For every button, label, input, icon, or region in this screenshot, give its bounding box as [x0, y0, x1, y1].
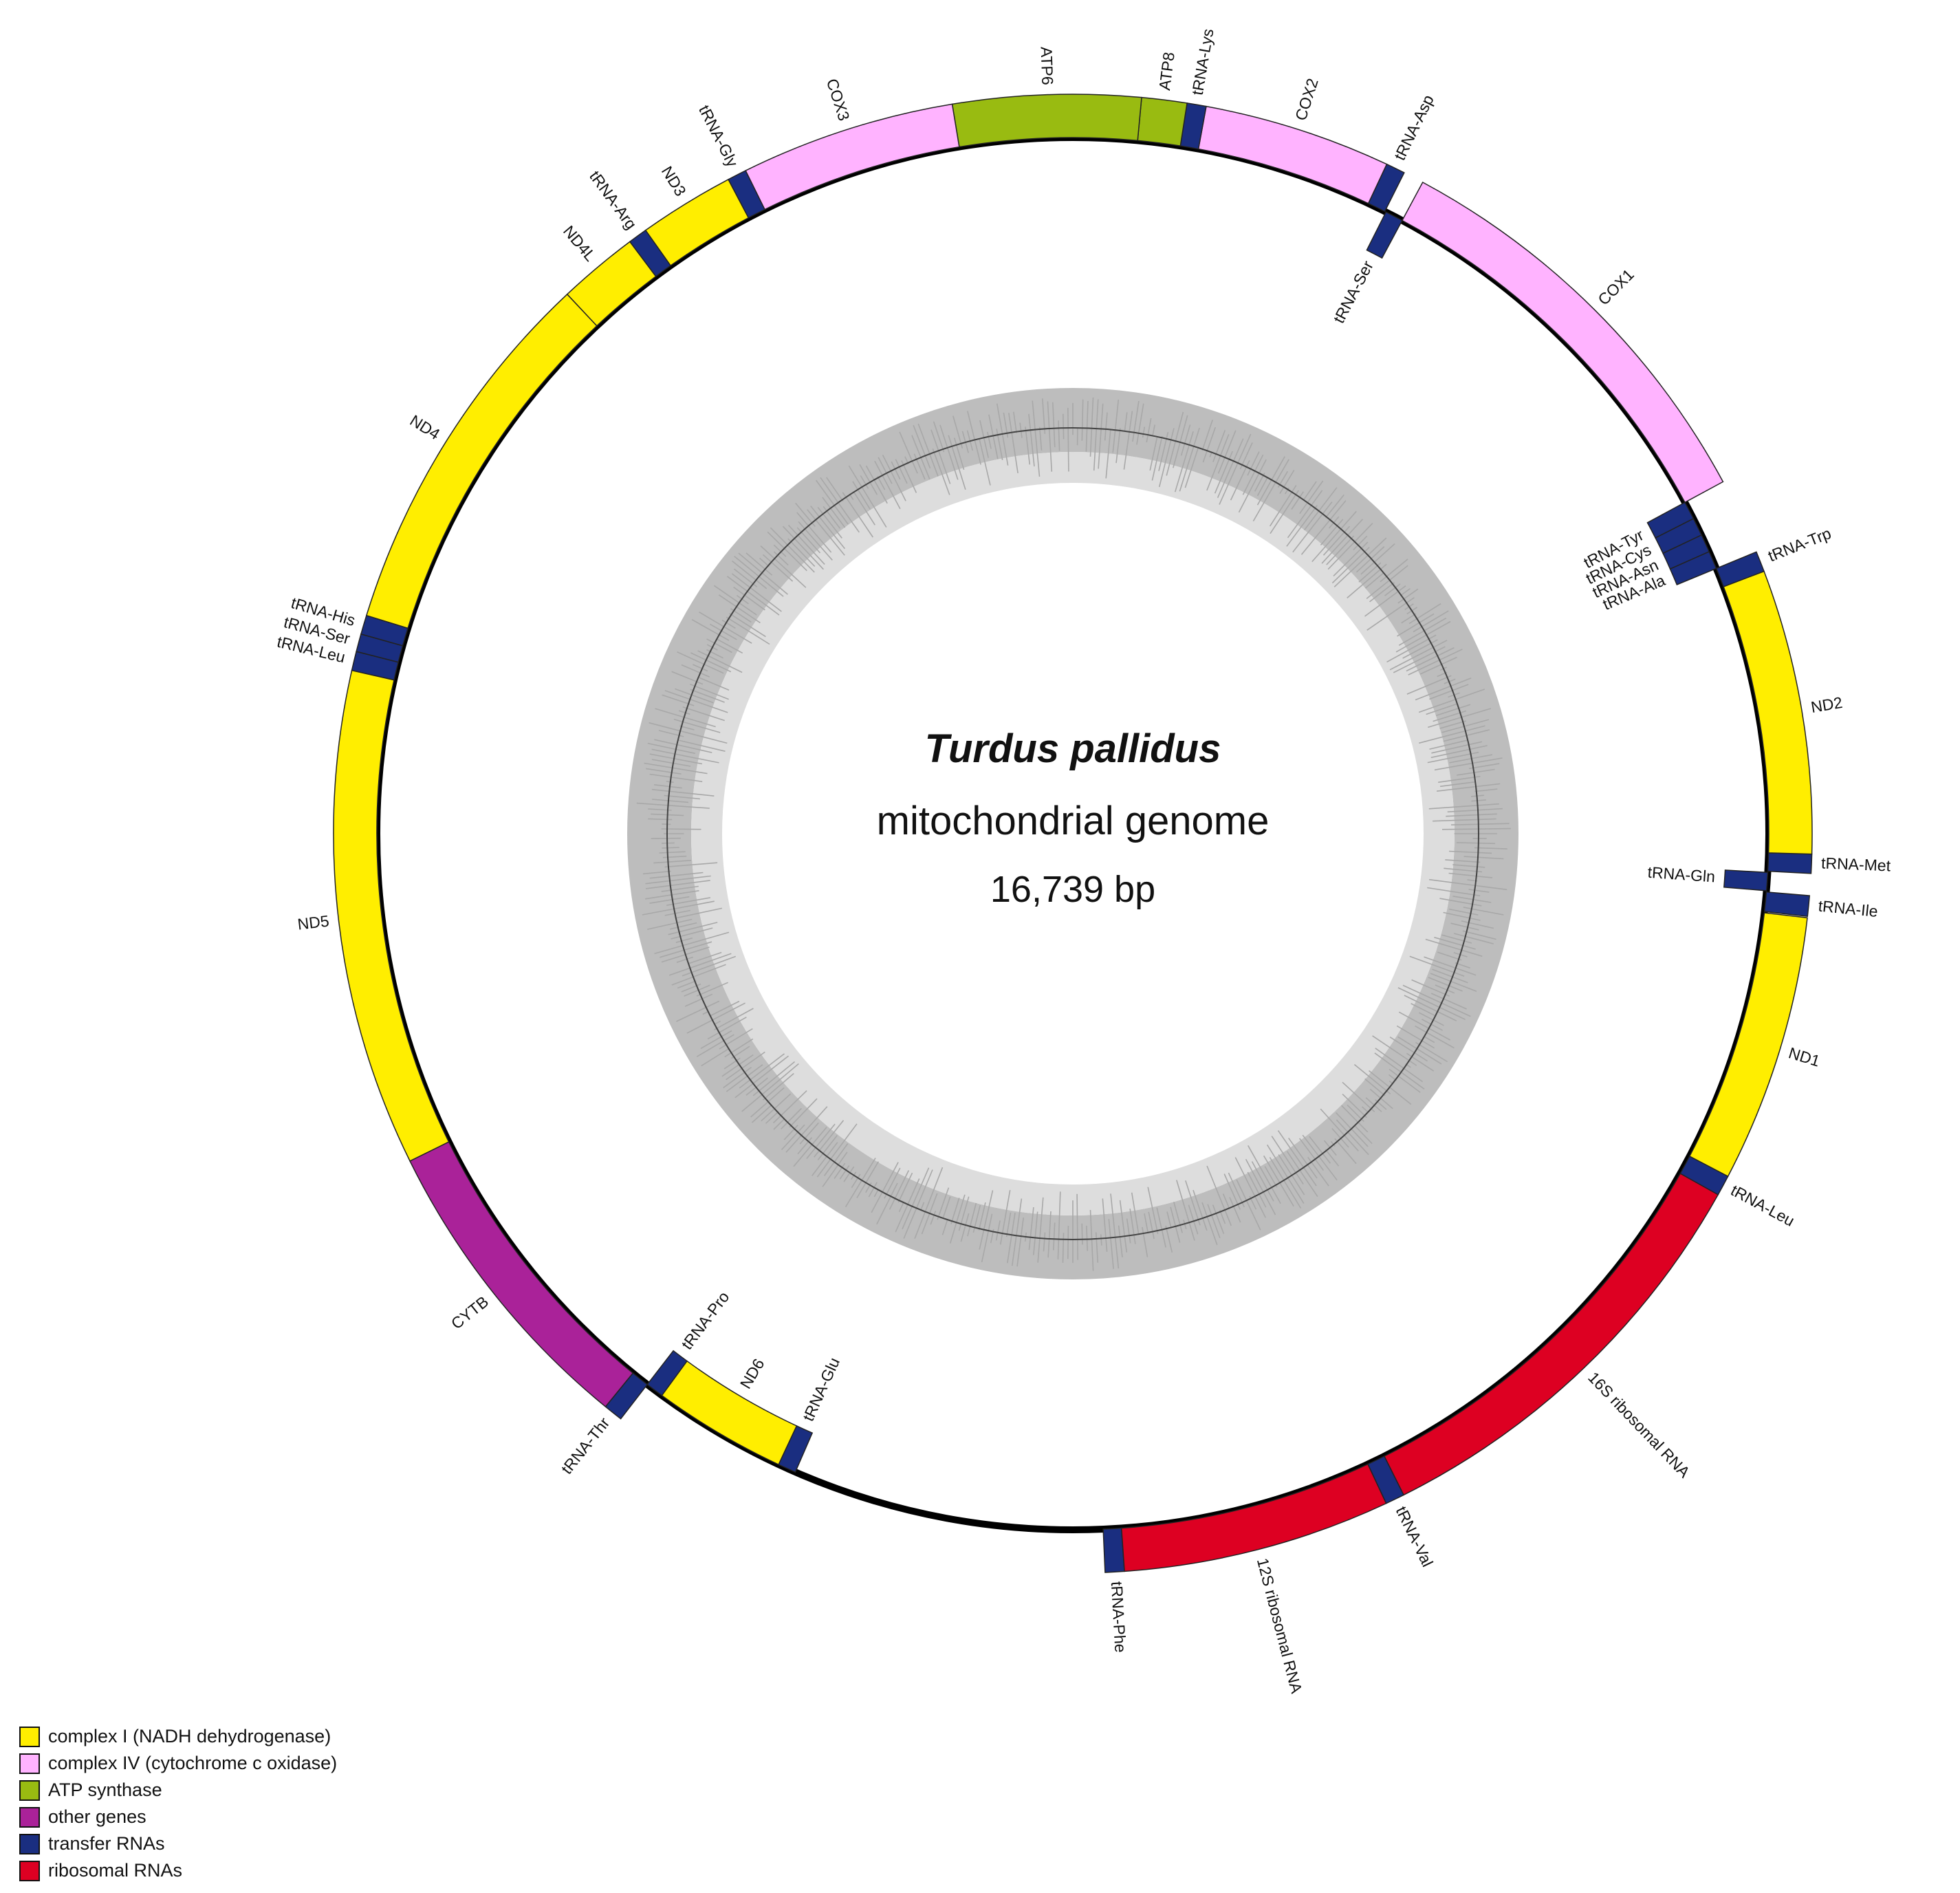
gene-label-nd4: ND4 — [407, 411, 444, 444]
legend: complex I (NADH dehydrogenase) complex IV… — [19, 1723, 337, 1884]
legend-label: ribosomal RNAs — [48, 1860, 183, 1881]
gene-label-trna-thr: tRNA-Thr — [558, 1414, 613, 1477]
gene-trna-glu-arc — [778, 1425, 814, 1473]
gene-trna-tyr-arc — [1646, 501, 1695, 539]
gene-nd4-arc — [365, 293, 598, 629]
gc-content-ticks — [636, 397, 1511, 1271]
gene-nd1-arc — [1688, 912, 1808, 1178]
gene-label-cytb: CYTB — [448, 1292, 492, 1333]
gene-label-trna-glu: tRNA-Glu — [799, 1355, 843, 1424]
gene-label-nd5: ND5 — [296, 911, 330, 933]
legend-swatch — [19, 1753, 40, 1774]
legend-label: complex IV (cytochrome c oxidase) — [48, 1753, 338, 1773]
gene-labels: tRNA-Phe 12S ribosomal RNA tRNA-Val 16S rib… — [275, 28, 1891, 1696]
gene-label-cox2: COX2 — [1292, 76, 1322, 123]
gene-blocks — [333, 94, 1813, 1573]
legend-item-rrna: ribosomal RNAs — [19, 1857, 337, 1884]
legend-label: other genes — [48, 1806, 146, 1827]
legend-label: ATP synthase — [48, 1780, 162, 1800]
gene-label-cox1: COX1 — [1594, 266, 1637, 309]
legend-swatch — [19, 1860, 40, 1881]
legend-label: complex I (NADH dehydrogenase) — [48, 1726, 331, 1746]
gc-midline — [666, 427, 1479, 1240]
gene-trna-gln-arc — [1723, 869, 1769, 891]
gene-label-trna-val: tRNA-Val — [1393, 1504, 1437, 1570]
gene-label-nd6: ND6 — [737, 1355, 768, 1392]
gene-label-nd4l: ND4L — [560, 222, 600, 265]
legend-item-other: other genes — [19, 1804, 337, 1830]
gene-label-trna-asp: tRNA-Asp — [1391, 92, 1437, 163]
legend-swatch — [19, 1726, 40, 1747]
gene-label-atp8: ATP8 — [1155, 51, 1178, 91]
gene-label-trna-ile: tRNA-Ile — [1818, 897, 1879, 920]
gene-atp8-arc — [1137, 96, 1188, 147]
gene-cytb-arc — [409, 1141, 634, 1408]
legend-item-complex4: complex IV (cytochrome c oxidase) — [19, 1750, 337, 1777]
gene-label-trna-pro: tRNA-Pro — [677, 1288, 732, 1352]
gc-inner-band — [691, 452, 1455, 1215]
gene-label-12s-ribosomal-rna: 12S ribosomal RNA — [1254, 1556, 1306, 1696]
gene-label-trna-trp: tRNA-Trp — [1765, 524, 1833, 565]
gene-12s-ribosomal-rna-arc — [1120, 1463, 1387, 1572]
gc-content-ring — [627, 388, 1518, 1279]
gene-label-16s-ribosomal-rna: 16S ribosomal RNA — [1585, 1368, 1694, 1481]
gene-label-cox3: COX3 — [823, 76, 853, 123]
legend-swatch — [19, 1833, 40, 1854]
legend-swatch — [19, 1780, 40, 1801]
gene-trna-ser-arc — [1366, 211, 1403, 259]
gene-label-trna-phe: tRNA-Phe — [1108, 1581, 1130, 1653]
gene-trna-phe-arc — [1102, 1527, 1125, 1573]
legend-item-complex1: complex I (NADH dehydrogenase) — [19, 1723, 337, 1750]
gene-label-trna-gln: tRNA-Gln — [1647, 863, 1716, 886]
gene-label-trna-arg: tRNA-Arg — [586, 167, 640, 232]
genome-size-label: 16,739 bp — [990, 869, 1156, 910]
gene-label-trna-met: tRNA-Met — [1821, 854, 1892, 874]
gene-label-trna-leu: tRNA-Leu — [1728, 1181, 1798, 1230]
species-name: Turdus pallidus — [924, 726, 1221, 771]
gene-label-nd1: ND1 — [1787, 1043, 1822, 1070]
gene-label-nd2: ND2 — [1809, 693, 1844, 716]
gene-trna-ile-arc — [1763, 891, 1811, 918]
gene-label-trna-ser: tRNA-Ser — [1329, 258, 1377, 327]
gene-label-trna-gly: tRNA-Gly — [695, 102, 742, 171]
genome-type-label: mitochondrial genome — [876, 799, 1270, 843]
legend-item-atp: ATP synthase — [19, 1777, 337, 1804]
gene-nd5-arc — [333, 669, 450, 1162]
gene-cox2-arc — [1197, 105, 1388, 204]
gene-cox3-arc — [745, 103, 960, 210]
gene-trna-met-arc — [1767, 852, 1813, 874]
gene-label-trna-lys: tRNA-Lys — [1188, 28, 1217, 97]
gene-label-atp6: ATP6 — [1037, 46, 1056, 85]
legend-item-trna: transfer RNAs — [19, 1830, 337, 1857]
legend-swatch — [19, 1806, 40, 1828]
legend-label: transfer RNAs — [48, 1833, 165, 1854]
gene-label-nd3: ND3 — [658, 163, 690, 199]
